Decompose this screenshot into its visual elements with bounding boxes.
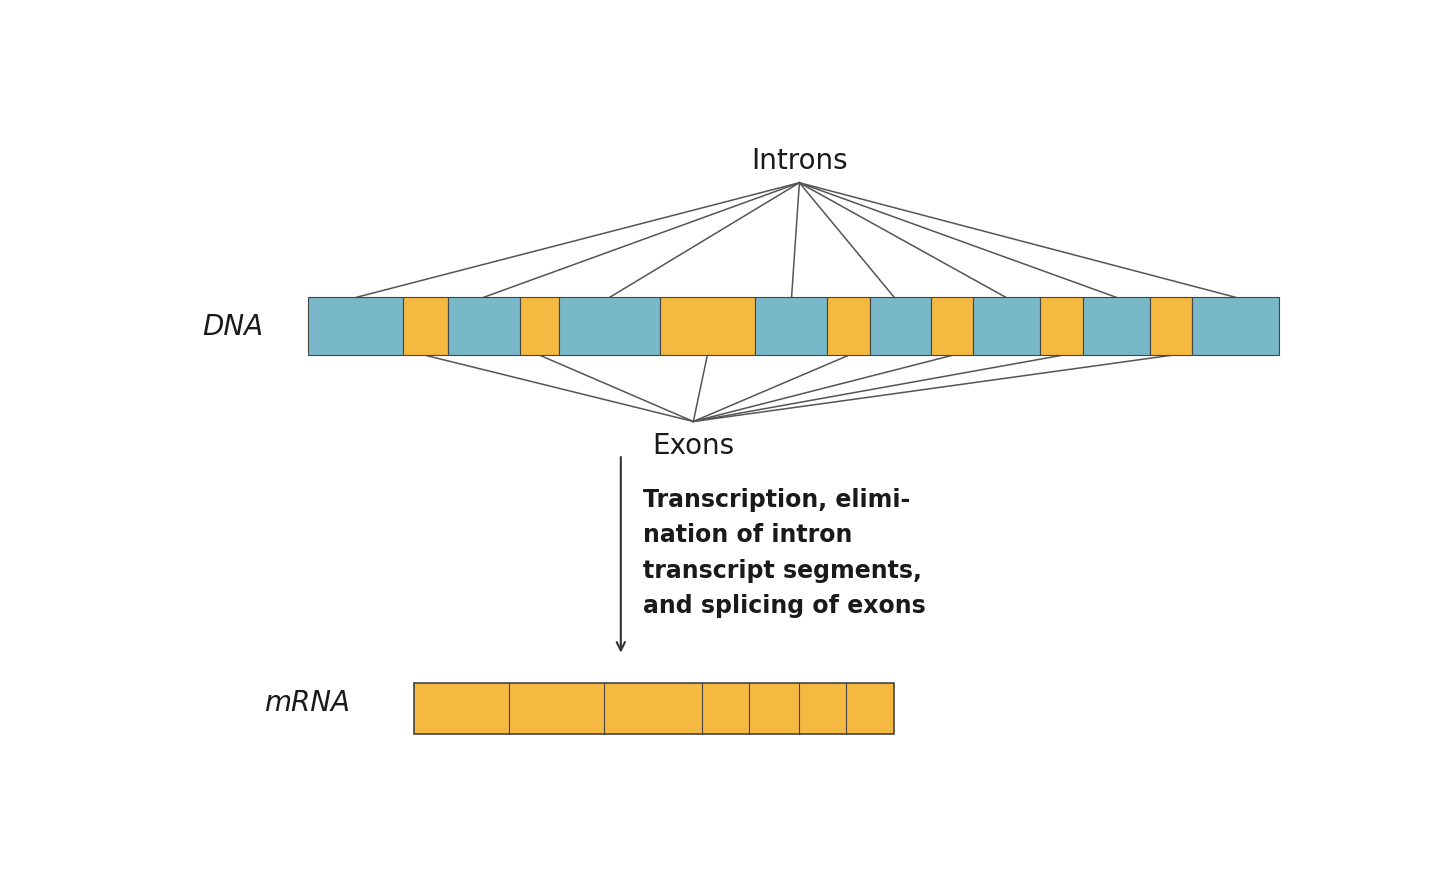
Bar bbox=[448, 298, 520, 355]
Bar bbox=[932, 298, 973, 355]
Bar bbox=[1149, 298, 1192, 355]
Bar bbox=[755, 298, 828, 355]
Bar bbox=[415, 683, 894, 734]
Bar bbox=[308, 298, 403, 355]
Bar bbox=[1083, 298, 1149, 355]
Bar bbox=[827, 298, 870, 355]
Text: Introns: Introns bbox=[752, 146, 848, 175]
Bar bbox=[973, 298, 1041, 355]
Bar bbox=[1192, 298, 1279, 355]
Text: Transcription, elimi-
nation of intron
transcript segments,
and splicing of exon: Transcription, elimi- nation of intron t… bbox=[644, 488, 926, 618]
Text: mRNA: mRNA bbox=[264, 689, 350, 718]
Text: Exons: Exons bbox=[652, 432, 734, 461]
Bar bbox=[870, 298, 932, 355]
Bar bbox=[660, 298, 755, 355]
Bar bbox=[560, 298, 660, 355]
Bar bbox=[403, 298, 448, 355]
Text: DNA: DNA bbox=[202, 313, 264, 341]
Bar bbox=[1041, 298, 1083, 355]
Bar bbox=[520, 298, 559, 355]
